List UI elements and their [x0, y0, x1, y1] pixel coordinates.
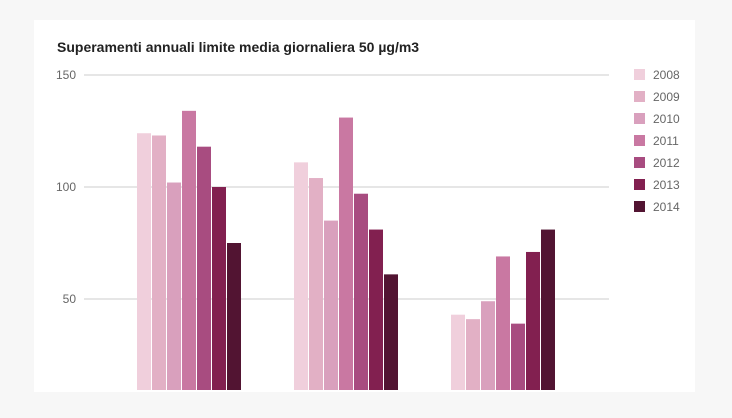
bar-2012-group-1[interactable] — [197, 146, 211, 390]
bar-2010-group-2[interactable] — [324, 220, 338, 390]
bar-2008-group-1[interactable] — [137, 133, 151, 391]
bar-2013-group-2[interactable] — [369, 229, 383, 390]
legend-label-2009: 2009 — [653, 90, 680, 104]
bar-2013-group-3[interactable] — [526, 251, 540, 390]
bar-2012-group-3[interactable] — [511, 323, 525, 390]
bar-2010-group-1[interactable] — [167, 182, 181, 390]
bars-layer — [137, 110, 555, 391]
bar-2014-group-3[interactable] — [541, 229, 555, 390]
bar-2009-group-2[interactable] — [309, 178, 323, 390]
bar-2008-group-2[interactable] — [294, 162, 308, 390]
y-tick-label: 50 — [63, 292, 77, 306]
legend-swatch-2010 — [634, 113, 645, 124]
chart-title: Superamenti annuali limite media giornal… — [57, 39, 420, 55]
bar-2012-group-2[interactable] — [354, 193, 368, 390]
legend-label-2014: 2014 — [653, 200, 680, 214]
legend-label-2010: 2010 — [653, 112, 680, 126]
bar-2011-group-1[interactable] — [182, 110, 196, 390]
legend-swatch-2014 — [634, 201, 645, 212]
legend-swatch-2013 — [634, 179, 645, 190]
y-tick-label: 150 — [56, 68, 76, 82]
bar-2009-group-1[interactable] — [152, 135, 166, 390]
bar-2009-group-3[interactable] — [466, 319, 480, 390]
bar-2008-group-3[interactable] — [451, 314, 465, 390]
legend-label-2008: 2008 — [653, 68, 680, 82]
bar-2011-group-2[interactable] — [339, 117, 353, 390]
legend-label-2013: 2013 — [653, 178, 680, 192]
bar-2013-group-1[interactable] — [212, 187, 226, 390]
legend-label-2012: 2012 — [653, 156, 680, 170]
y-tick-label: 100 — [56, 180, 76, 194]
legend-label-2011: 2011 — [653, 134, 679, 148]
legend: 2008 2009 2010 2011 2012 2013 2014 — [634, 68, 680, 214]
bar-2014-group-2[interactable] — [384, 274, 398, 390]
bar-2011-group-3[interactable] — [496, 256, 510, 390]
legend-swatch-2012 — [634, 157, 645, 168]
legend-swatch-2008 — [634, 69, 645, 80]
bar-2014-group-1[interactable] — [227, 243, 241, 390]
legend-swatch-2009 — [634, 91, 645, 102]
legend-swatch-2011 — [634, 135, 645, 146]
bar-2010-group-3[interactable] — [481, 301, 495, 390]
